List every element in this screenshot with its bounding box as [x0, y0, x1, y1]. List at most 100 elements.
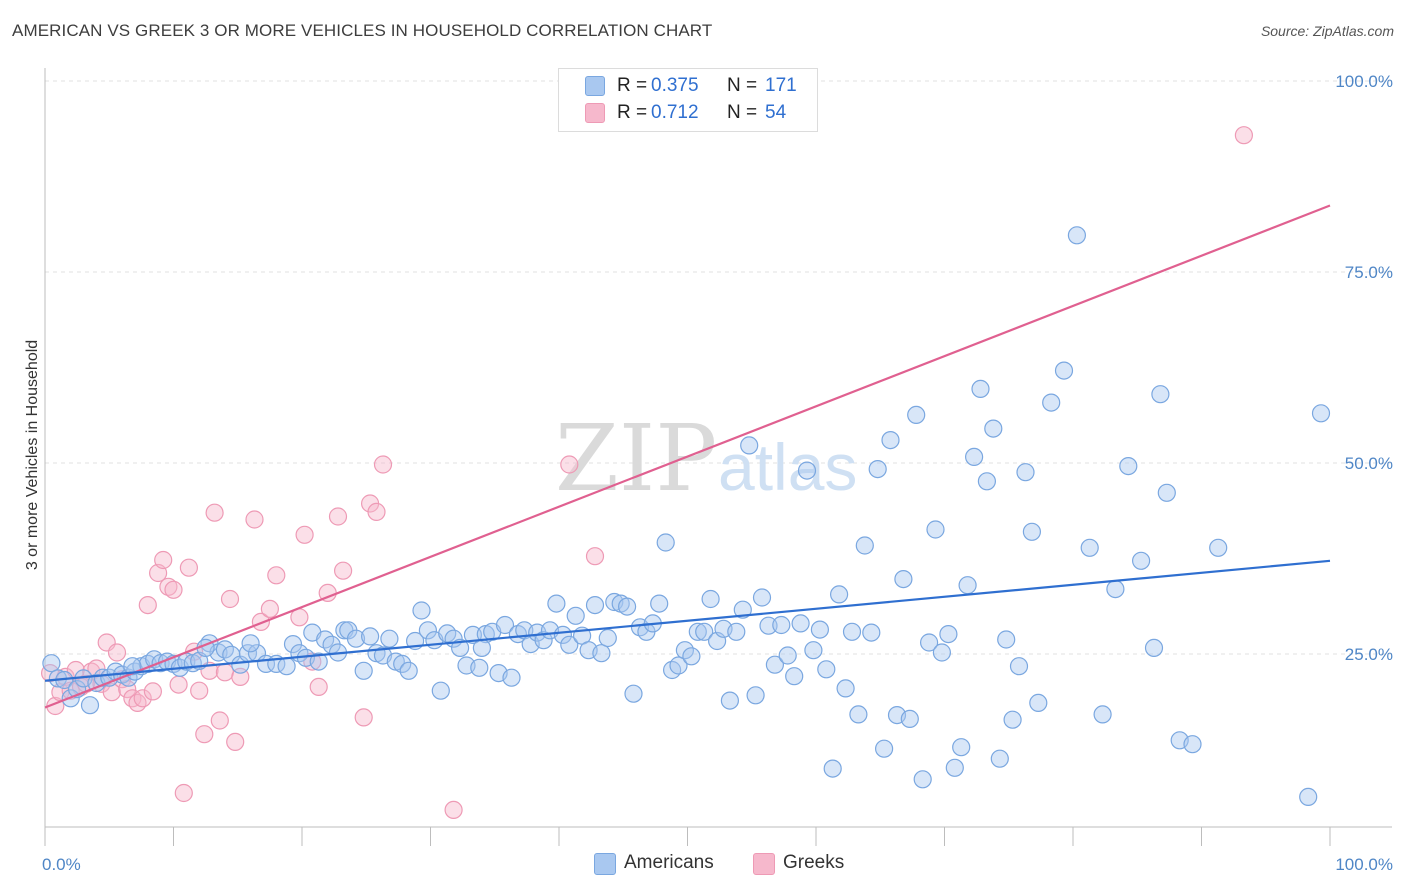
americans-point — [495, 615, 515, 635]
americans-point — [752, 588, 772, 607]
grid-lines — [45, 80, 1392, 655]
americans-point — [984, 419, 1003, 438]
americans-point — [932, 643, 952, 662]
americans-point — [842, 622, 862, 641]
americans-point — [1067, 226, 1087, 245]
americans-point — [874, 739, 894, 758]
americans-swatch — [585, 76, 605, 96]
americans-point — [277, 657, 296, 676]
trend-lines — [44, 204, 1331, 709]
greeks-point — [169, 675, 188, 694]
americans-point — [1054, 361, 1074, 380]
americans-point — [727, 622, 746, 641]
americans-point — [399, 661, 418, 680]
americans-point — [80, 696, 100, 715]
americans-point — [862, 623, 881, 642]
y-tick-label: 75.0% — [1345, 263, 1393, 282]
greeks-point — [245, 510, 264, 529]
americans-point — [1151, 385, 1170, 404]
americans-point — [907, 405, 926, 424]
americans-point — [624, 684, 643, 703]
americans-point — [1209, 538, 1228, 557]
greeks-point — [210, 711, 229, 730]
americans-point — [977, 472, 997, 491]
americans-point — [534, 631, 553, 650]
greeks-point — [309, 677, 328, 697]
tick-labels: 25.0% 50.0% 75.0% 100.0% 0.0% 100.0% — [42, 72, 1393, 874]
americans-point — [418, 621, 437, 640]
americans-trend-line — [44, 559, 1331, 682]
americans-point — [346, 629, 366, 648]
americans-point — [733, 600, 752, 619]
americans-point — [797, 461, 817, 480]
greeks-point — [444, 800, 463, 820]
greeks-trend-line — [44, 204, 1331, 709]
x-tick-label: 0.0% — [42, 855, 81, 874]
greeks-point — [205, 503, 224, 522]
americans-point — [785, 667, 804, 686]
legend-r-value: 0.375 — [651, 75, 699, 96]
greeks-point — [334, 561, 353, 580]
greeks-point — [215, 663, 234, 682]
greeks-point — [354, 708, 373, 727]
americans-point — [990, 749, 1009, 768]
americans-point — [617, 597, 637, 616]
legend-n-value: 54 — [765, 102, 787, 123]
americans-point — [810, 620, 830, 639]
greeks-point — [56, 667, 75, 687]
greeks-point — [295, 525, 314, 544]
americans-point — [1009, 657, 1029, 676]
legend-n-label: N = — [727, 102, 758, 123]
x-tick-label: 100.0% — [1335, 855, 1393, 874]
greeks-swatch — [753, 853, 775, 875]
americans-point — [1093, 705, 1112, 724]
americans-point — [502, 668, 521, 687]
greeks-point — [190, 681, 209, 700]
watermark-atlas: atlas — [718, 430, 857, 504]
legend-r-value: 0.712 — [651, 102, 699, 123]
americans-point — [1106, 579, 1125, 599]
greeks-point — [585, 547, 605, 566]
americans-point — [1022, 522, 1042, 541]
americans-point — [881, 431, 900, 450]
greeks-point — [220, 589, 240, 609]
greeks-point — [226, 732, 245, 752]
greeks-point — [102, 683, 121, 702]
americans-point — [817, 660, 836, 679]
source-credit: Source: ZipAtlas.com — [1260, 23, 1394, 39]
americans-point — [598, 628, 617, 648]
americans-point — [1299, 787, 1318, 807]
americans-point — [939, 624, 958, 644]
americans-point — [547, 594, 566, 613]
americans-point — [1029, 693, 1048, 713]
americans-point — [393, 654, 412, 674]
americans-point — [1144, 638, 1164, 658]
americans-point — [849, 705, 868, 724]
americans-point — [283, 634, 303, 654]
y-tick-label: 50.0% — [1345, 454, 1393, 473]
greeks-point — [154, 550, 173, 570]
greeks-point — [328, 507, 348, 526]
americans-point — [958, 576, 977, 595]
americans-point — [829, 585, 849, 604]
greeks-point — [159, 577, 178, 596]
bottom-legend: Americans Greeks — [0, 852, 1406, 876]
americans-point — [42, 654, 61, 673]
americans-point — [772, 615, 791, 635]
legend-n-label: N = — [727, 75, 758, 96]
americans-point — [759, 616, 778, 635]
y-tick-label: 100.0% — [1335, 72, 1393, 91]
greeks-point — [373, 455, 393, 474]
watermark: ZIP atlas — [555, 405, 857, 512]
bottom-legend-greeks-label: Greeks — [783, 852, 845, 873]
americans-point — [451, 638, 470, 658]
americans-point — [855, 536, 874, 555]
americans-point — [361, 627, 380, 646]
americans-point — [309, 652, 328, 671]
americans-point — [919, 633, 939, 652]
greeks-point — [174, 783, 193, 803]
greeks-point — [143, 682, 162, 701]
greeks-point — [367, 502, 386, 521]
americans-point — [463, 625, 482, 645]
americans-point — [1183, 735, 1202, 754]
